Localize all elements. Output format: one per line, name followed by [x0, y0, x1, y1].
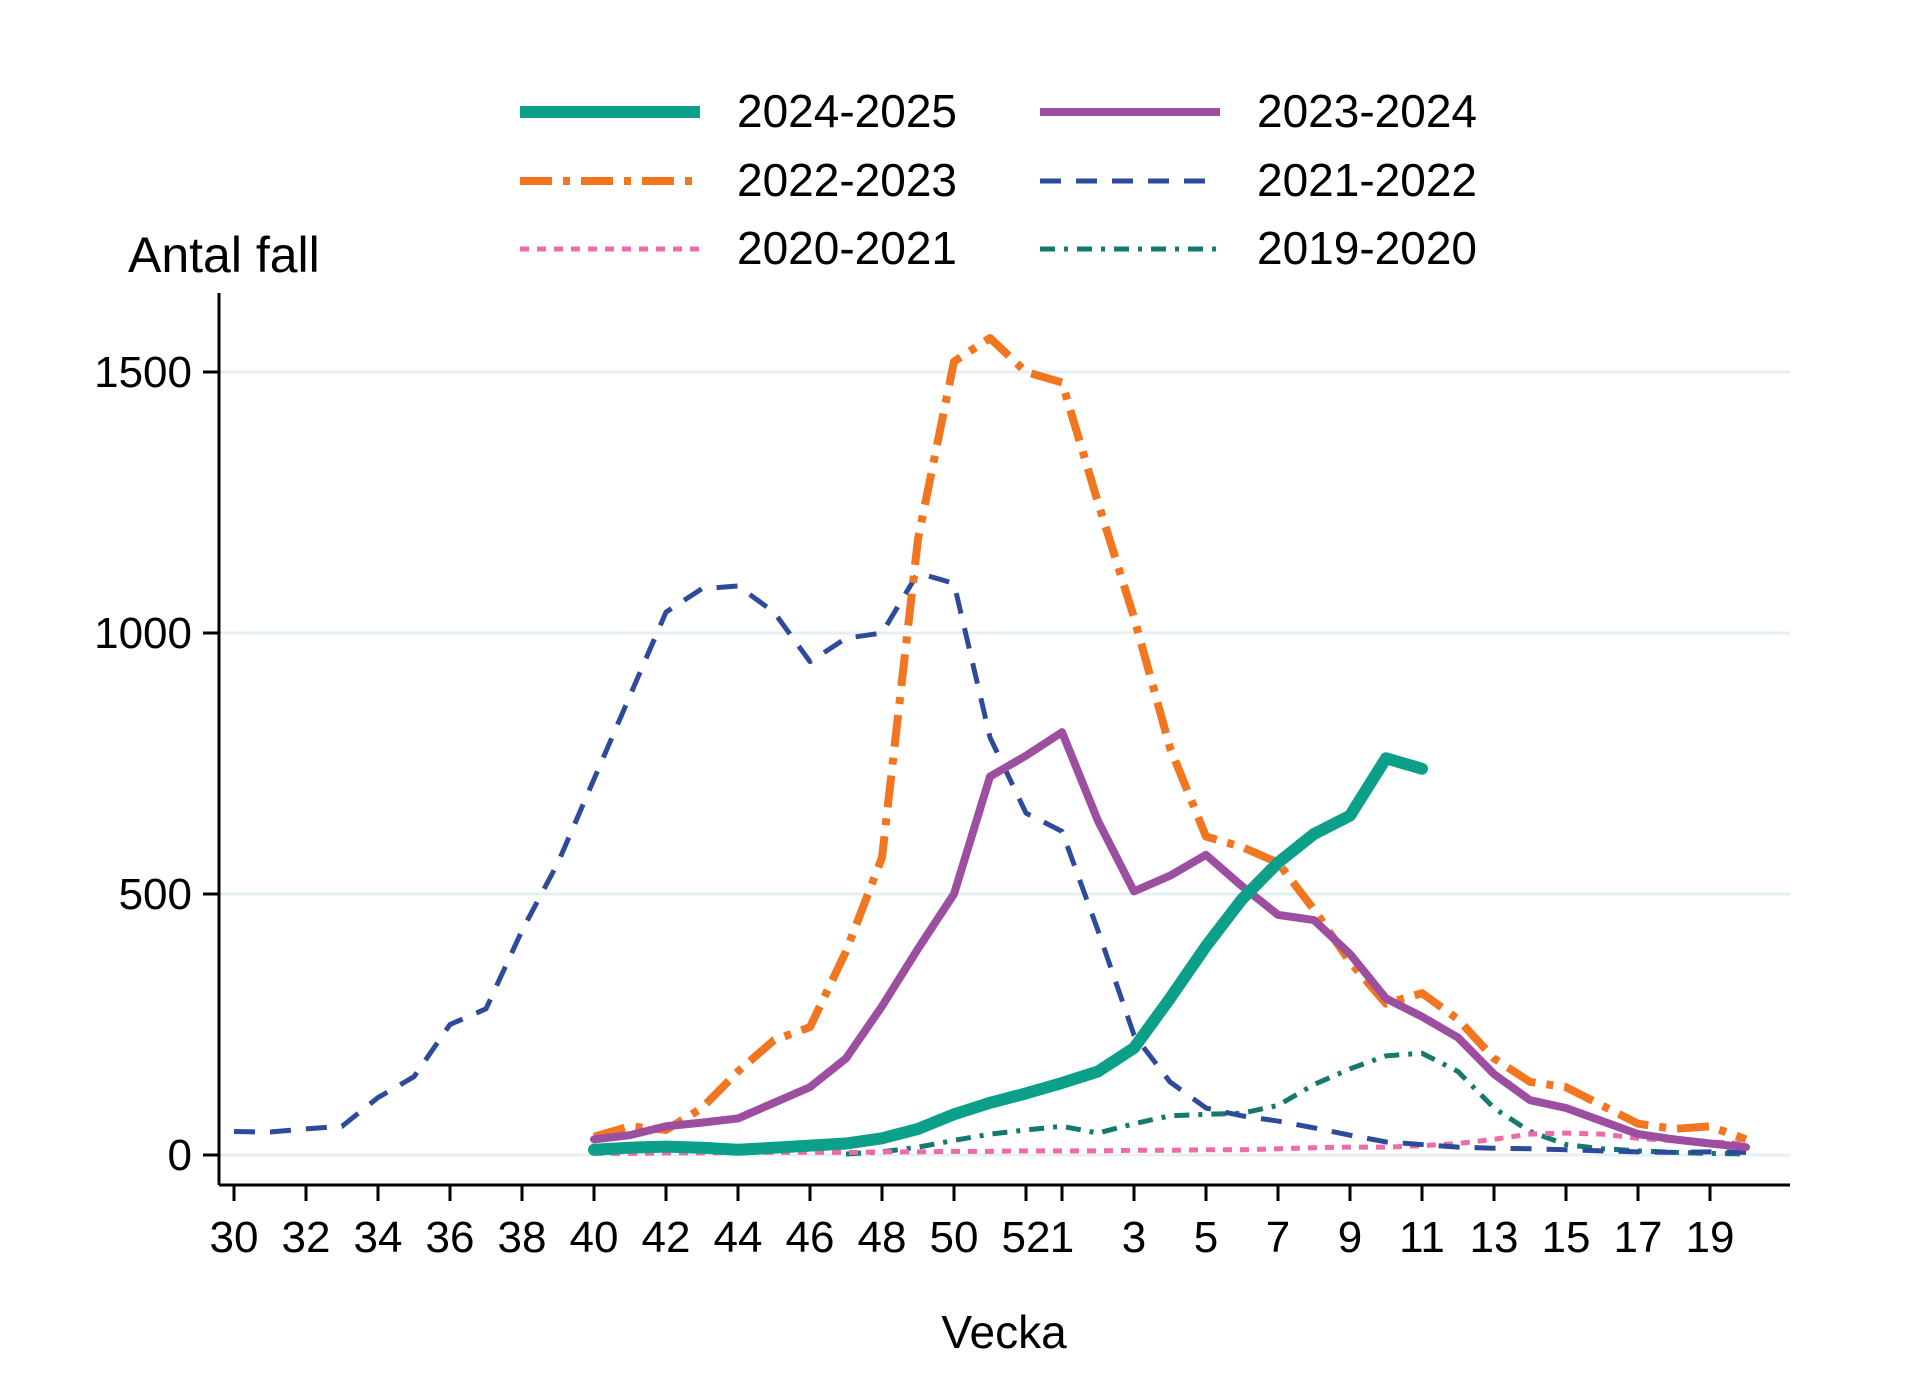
x-tick-label: 32	[282, 1213, 331, 1262]
legend-item-2024-2025: 2024-2025	[520, 85, 957, 137]
x-tick-label: 13	[1470, 1213, 1519, 1262]
x-tick-label: 50	[930, 1213, 979, 1262]
x-tick-label: 3	[1122, 1213, 1146, 1262]
series-line-2023-2024	[590, 728, 1750, 1152]
x-tick-label: 30	[210, 1213, 259, 1262]
x-tick-label: 38	[498, 1213, 547, 1262]
gridlines-layer	[219, 370, 1790, 1157]
x-tick-label: 36	[426, 1213, 475, 1262]
x-tick-label: 7	[1266, 1213, 1290, 1262]
x-tick-label: 42	[642, 1213, 691, 1262]
x-tick-label: 19	[1686, 1213, 1735, 1262]
x-tick-label: 40	[570, 1213, 619, 1262]
y-axis-title: Antal fall	[128, 227, 320, 283]
legend-label: 2020-2021	[737, 222, 957, 274]
x-tick-label: 52	[1002, 1213, 1051, 1262]
x-tick-label: 17	[1614, 1213, 1663, 1262]
series-line-2022-2023	[592, 334, 1748, 1144]
y-tick-label: 500	[119, 870, 192, 919]
legend-label: 2021-2022	[1257, 154, 1477, 206]
x-tick-label: 1	[1050, 1213, 1074, 1262]
legend-label: 2023-2024	[1257, 85, 1477, 137]
x-tick-label: 11	[1399, 1213, 1445, 1262]
series-line-2024-2025	[588, 752, 1428, 1156]
legend-label: 2024-2025	[737, 85, 957, 137]
legend-item-2020-2021: 2020-2021	[520, 222, 957, 274]
x-axis-title: Vecka	[941, 1306, 1067, 1358]
legend-item-2023-2024: 2023-2024	[1040, 85, 1477, 137]
x-tick-label: 48	[858, 1213, 907, 1262]
legend-item-2021-2022: 2021-2022	[1040, 154, 1477, 206]
legend: 2024-2025 2023-2024 2022-2023 2021-2022 2020…	[520, 85, 1477, 274]
y-tick-label: 0	[168, 1131, 192, 1180]
series-line-2019-2020	[845, 1050, 1747, 1157]
legend-label: 2022-2023	[737, 154, 957, 206]
y-tick-label: 1500	[94, 348, 192, 397]
series-line-2021-2022	[233, 570, 1747, 1155]
legend-item-2019-2020: 2019-2020	[1040, 222, 1477, 274]
series-layer	[233, 334, 1750, 1157]
x-tick-label: 15	[1542, 1213, 1591, 1262]
x-tick-label: 5	[1194, 1213, 1218, 1262]
x-tick-label: 44	[714, 1213, 763, 1262]
legend-label: 2019-2020	[1257, 222, 1477, 274]
y-tick-label: 1000	[94, 609, 192, 658]
x-tick-label: 46	[786, 1213, 835, 1262]
legend-item-2022-2023: 2022-2023	[520, 154, 957, 206]
x-tick-label: 34	[354, 1213, 403, 1262]
x-tick-label: 9	[1338, 1213, 1362, 1262]
